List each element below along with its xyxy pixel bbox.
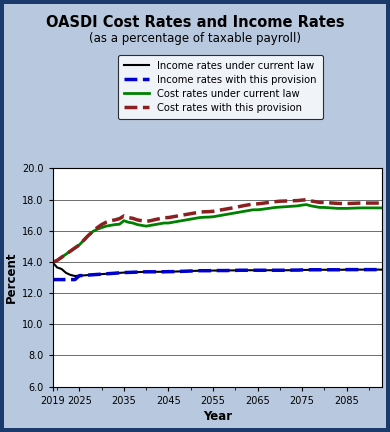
Text: (as a percentage of taxable payroll): (as a percentage of taxable payroll) (89, 32, 301, 45)
Legend: Income rates under current law, Income rates with this provision, Cost rates und: Income rates under current law, Income r… (118, 55, 323, 119)
Text: OASDI Cost Rates and Income Rates: OASDI Cost Rates and Income Rates (46, 15, 344, 30)
Y-axis label: Percent: Percent (5, 252, 18, 303)
X-axis label: Year: Year (203, 410, 232, 423)
